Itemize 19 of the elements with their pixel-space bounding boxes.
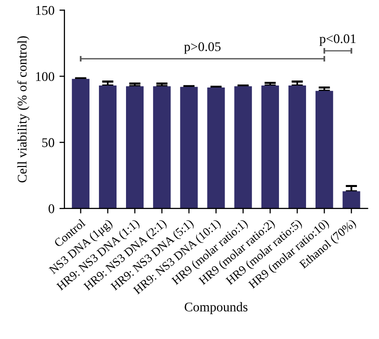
bar — [98, 86, 117, 208]
bar — [126, 86, 144, 208]
annotation: p>0.05 — [184, 42, 221, 54]
bar — [153, 86, 171, 208]
bar — [342, 191, 360, 208]
bar — [180, 86, 198, 208]
bar — [261, 86, 279, 208]
y-axis-title: Cell viability (% of control) — [17, 36, 30, 182]
bar — [234, 86, 252, 208]
bar — [72, 78, 90, 208]
y-tick-label: 150 — [36, 6, 54, 15]
y-tick-label: 100 — [36, 72, 54, 81]
x-axis-title: Compounds — [184, 302, 248, 314]
y-tick-label: 0 — [48, 204, 54, 214]
y-tick-label: 50 — [42, 138, 54, 148]
bar — [288, 86, 306, 208]
bar — [207, 88, 225, 208]
bar — [316, 90, 334, 208]
annotation: p<0.01 — [320, 34, 356, 46]
